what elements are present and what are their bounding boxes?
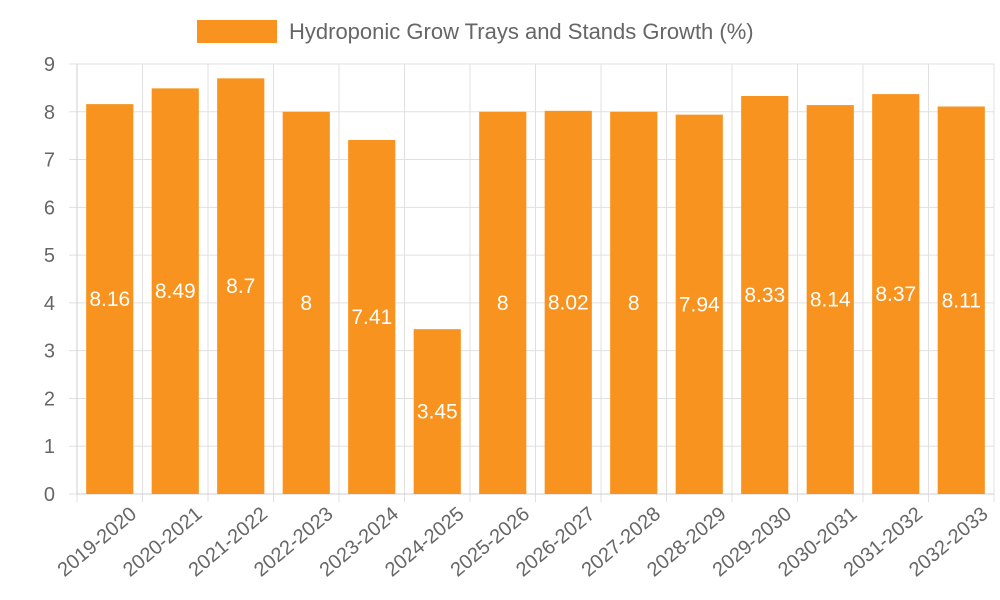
- y-axis-ticks: 0 1 2 3 4 5 6 7 8 9: [44, 54, 55, 506]
- legend[interactable]: Hydroponic Grow Trays and Stands Growth …: [197, 19, 754, 44]
- data-label-2030-2031: 8.14: [810, 289, 851, 312]
- legend-label: Hydroponic Grow Trays and Stands Growth …: [289, 19, 754, 44]
- bar-2027-2028[interactable]: [610, 111, 658, 495]
- bar-2022-2023[interactable]: [282, 111, 330, 495]
- gridlines: [69, 63, 995, 502]
- data-label-2020-2021: 8.49: [155, 280, 196, 303]
- y-tick-label: 9: [44, 54, 55, 76]
- bar-2028-2029[interactable]: [675, 114, 723, 495]
- data-label-2025-2026: 8: [497, 292, 509, 315]
- data-label-2026-2027: 8.02: [548, 291, 589, 314]
- data-label-2021-2022: 8.7: [226, 275, 255, 298]
- bar-2030-2031[interactable]: [806, 105, 854, 494]
- y-tick-label: 3: [44, 341, 55, 363]
- bar-2020-2021[interactable]: [151, 88, 199, 494]
- bar-2021-2022[interactable]: [217, 78, 265, 494]
- y-tick-label: 6: [44, 197, 55, 219]
- bar-2024-2025[interactable]: [413, 329, 461, 494]
- data-label-2023-2024: 7.41: [351, 306, 392, 329]
- data-label-2032-2033: 8.11: [942, 289, 981, 312]
- bar-2032-2033[interactable]: [937, 106, 985, 495]
- bar-2031-2032[interactable]: [872, 94, 920, 494]
- data-labels: 8.16 8.49 8.7 8 7.41 3.45 8 8.02 8 7.94 8.33 8.14 8.…: [89, 275, 981, 423]
- bar-2025-2026[interactable]: [479, 111, 527, 495]
- bars: [86, 78, 985, 495]
- data-label-2022-2023: 8: [300, 292, 312, 315]
- bar-2026-2027[interactable]: [544, 110, 592, 495]
- y-tick-label: 1: [44, 436, 55, 458]
- y-tick-label: 7: [44, 150, 55, 172]
- y-tick-label: 5: [44, 245, 55, 267]
- data-label-2019-2020: 8.16: [89, 288, 130, 311]
- bar-2023-2024[interactable]: [348, 139, 396, 494]
- data-label-2029-2030: 8.33: [744, 284, 785, 307]
- y-tick-label: 2: [44, 388, 55, 410]
- x-axis-ticks: 2019-20202020-20212021-20222022-20232023…: [54, 503, 993, 581]
- y-tick-label: 0: [44, 484, 55, 506]
- y-tick-label: 8: [44, 102, 55, 124]
- bar-2029-2030[interactable]: [741, 96, 789, 494]
- legend-swatch: [197, 20, 277, 43]
- data-label-2024-2025: 3.45: [417, 401, 458, 424]
- data-label-2027-2028: 8: [628, 292, 640, 315]
- y-tick-label: 4: [44, 293, 55, 315]
- data-label-2028-2029: 7.94: [679, 293, 720, 316]
- bar-2019-2020[interactable]: [86, 104, 134, 494]
- data-label-2031-2032: 8.37: [875, 283, 916, 306]
